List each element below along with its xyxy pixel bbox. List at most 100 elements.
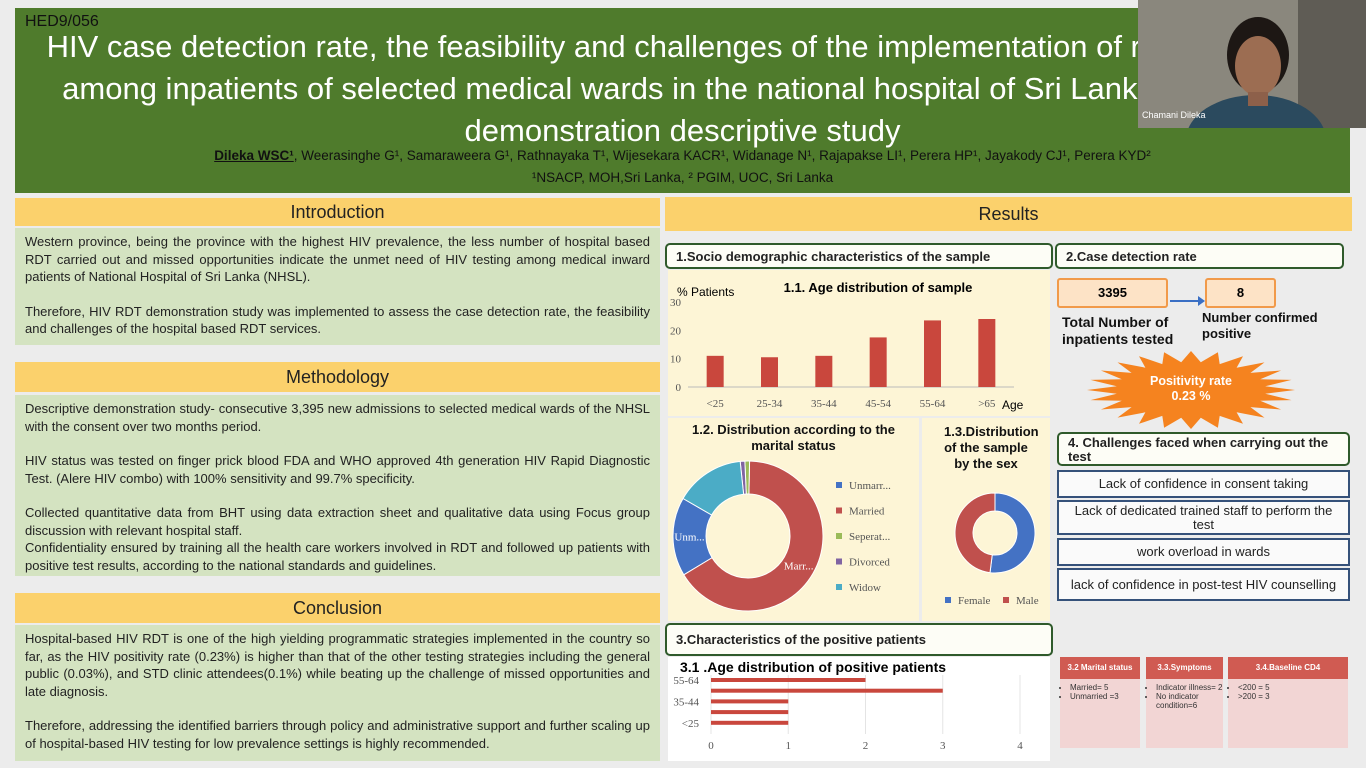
- x-tick-label: <25: [707, 398, 725, 410]
- y-tick-label: 55-64: [673, 675, 699, 687]
- x-tick-label: 2: [863, 740, 869, 752]
- participant-name: Chamani Dileka: [1142, 110, 1206, 120]
- paragraph: Therefore, HIV RDT demonstration study w…: [25, 303, 650, 337]
- face: [1235, 36, 1281, 96]
- y-tick-label: 10: [670, 354, 682, 366]
- subsection-heading: 4. Challenges faced when carrying out th…: [1057, 432, 1350, 466]
- bar: [761, 357, 778, 387]
- x-tick-label: 4: [1017, 740, 1023, 752]
- paragraph: Western province, being the province wit…: [25, 234, 650, 284]
- first-author: Dileka WSC¹: [214, 148, 294, 163]
- starburst: [1087, 351, 1295, 429]
- header: HED9/056 HIV case detection rate, the fe…: [15, 8, 1350, 193]
- chart-sex: 1.3.Distribution of the sample by the se…: [922, 418, 1050, 621]
- chart-title: 1.1. Age distribution of sample: [784, 280, 973, 295]
- bar: [869, 337, 887, 387]
- legend-label: Male: [1016, 595, 1039, 607]
- y-tick-label: 20: [670, 325, 682, 337]
- table-list: <200 = 5>200 = 3: [1228, 683, 1348, 701]
- table-list: Married= 5Unmarried =3: [1060, 683, 1140, 701]
- challenge-item: Lack of dedicated trained staff to perfo…: [1057, 500, 1350, 535]
- donut-slice: [954, 492, 996, 574]
- bar: [815, 355, 833, 387]
- x-tick-label: 25-34: [757, 398, 783, 410]
- total-label: Total Number of inpatients tested: [1062, 314, 1174, 347]
- confirmed-label: Number confirmed positive: [1202, 310, 1318, 341]
- bar: [978, 319, 996, 387]
- chart-svg: Unm... Unmarr... Marr... Married Seperat... D…: [672, 460, 891, 612]
- chart-title: 1.3.Distribution of the sample by the se…: [944, 424, 1039, 471]
- starburst-shape: [1087, 351, 1295, 429]
- x-tick-label: 55-64: [920, 398, 946, 410]
- table-item: Unmarried =3: [1070, 692, 1140, 701]
- affiliations: ¹NSACP, MOH,Sri Lanka, ² PGIM, UOC, Sri …: [531, 170, 834, 185]
- legend-label: Seperat...: [849, 531, 890, 543]
- chart-marital: 1.2. Distribution according to the marit…: [668, 418, 919, 621]
- chart-title: 3.1 .Age distribution of positive patien…: [680, 659, 946, 675]
- webcam: Chamani Dileka: [1138, 0, 1366, 128]
- shirt: [1188, 95, 1324, 128]
- donut-slice: [683, 460, 824, 612]
- x-tick-label: 3: [940, 740, 946, 752]
- webcam-video: [1138, 0, 1366, 128]
- bar: [706, 355, 724, 387]
- section-body: Western province, being the province wit…: [15, 228, 660, 345]
- subsection-heading: 1.Socio demographic characteristics of t…: [665, 243, 1053, 269]
- paragraph: Therefore, addressing the identified bar…: [25, 718, 650, 751]
- total-tested: 3395: [1057, 278, 1168, 308]
- table-item: Indicator illness= 2: [1156, 683, 1223, 692]
- donut-slice: [682, 460, 745, 516]
- y-tick-label: 30: [670, 297, 682, 309]
- table-heading: 3.2 Marital status: [1060, 657, 1140, 679]
- authors: Dileka WSC¹, Weerasinghe G¹, Samaraweera…: [15, 148, 1350, 163]
- challenge-item: Lack of confidence in consent taking: [1057, 470, 1350, 498]
- table-item: No indicator condition=6: [1156, 692, 1223, 710]
- chart-positive-age: 3.1 .Age distribution of positive patien…: [668, 657, 1050, 761]
- neck: [1248, 92, 1268, 106]
- subsection-heading: 3.Characteristics of the positive patien…: [665, 623, 1053, 656]
- results-heading: Results: [665, 197, 1352, 231]
- data-label: Unm...: [674, 532, 705, 544]
- chart-svg: Female Male: [945, 492, 1039, 607]
- paragraph: Descriptive demonstration study- consecu…: [25, 401, 650, 434]
- x-axis-label: Age: [1002, 398, 1024, 412]
- legend-swatch: [836, 533, 842, 539]
- x-tick-label: 35-44: [811, 398, 837, 410]
- chart-svg: 1.1. Age distribution of sample % Patient…: [670, 280, 1024, 412]
- poster-code: HED9/056: [25, 13, 99, 30]
- section-body: Descriptive demonstration study- consecu…: [15, 395, 660, 576]
- wall-shadow: [1298, 0, 1366, 128]
- legend-label: Widow: [849, 582, 881, 594]
- paragraph: Confidentiality ensured by training all …: [25, 540, 650, 573]
- table-item: <200 = 5: [1238, 683, 1348, 692]
- poster-title: HIV case detection rate, the feasibility…: [46, 29, 1319, 148]
- y-tick-label: 35-44: [673, 696, 699, 708]
- data-label: Marr...: [784, 560, 814, 572]
- bar: [711, 678, 866, 682]
- y-tick-label: 0: [676, 382, 682, 394]
- rate-label: Positivity rate: [1150, 374, 1232, 388]
- legend-label: Divorced: [849, 557, 890, 569]
- x-tick-label: 0: [708, 740, 714, 752]
- legend-swatch: [836, 584, 842, 590]
- legend-label: Married: [849, 506, 885, 518]
- bar: [711, 699, 789, 704]
- x-tick-label: >65: [978, 398, 996, 410]
- bar: [711, 710, 789, 715]
- other-authors: , Weerasinghe G¹, Samaraweera G¹, Rathna…: [293, 148, 1151, 163]
- paragraph: Collected quantitative data from BHT usi…: [25, 505, 650, 538]
- table-item: >200 = 3: [1238, 692, 1348, 701]
- table-heading: 3.3.Symptoms: [1146, 657, 1223, 679]
- legend-label: Female: [958, 595, 990, 607]
- x-tick-label: 45-54: [865, 398, 891, 410]
- summary-table: 3.4.Baseline CD4 <200 = 5>200 = 3: [1228, 657, 1348, 748]
- challenge-item: lack of confidence in post-test HIV coun…: [1057, 568, 1350, 601]
- table-heading: 3.4.Baseline CD4: [1228, 657, 1348, 679]
- section-heading: Methodology: [15, 362, 660, 392]
- legend-swatch: [945, 597, 951, 603]
- summary-table: 3.3.Symptoms Indicator illness= 2No indic…: [1146, 657, 1223, 748]
- legend-swatch: [836, 558, 842, 565]
- challenge-item: work overload in wards: [1057, 538, 1350, 566]
- legend-label: Unmarr...: [849, 480, 891, 492]
